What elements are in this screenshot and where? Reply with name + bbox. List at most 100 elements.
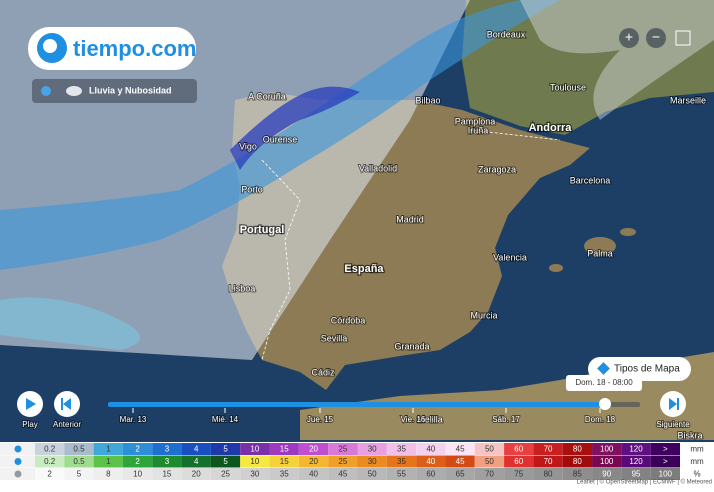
legend-cell <box>298 443 329 455</box>
legend-value: 55 <box>397 470 406 479</box>
timeline-knob[interactable] <box>599 398 611 410</box>
legend-cell <box>181 455 211 468</box>
timeline-progress[interactable] <box>108 402 605 407</box>
legend-value: 0.2 <box>44 445 56 454</box>
legend-cell <box>650 468 680 480</box>
legend-value: 2 <box>47 470 52 479</box>
legend-value: 20 <box>309 457 318 466</box>
border-portugal <box>261 159 301 361</box>
legend-cell <box>122 443 153 455</box>
timeline-days: Mar. 13 Mié. 14 Jue. 15 Vie. 16 Sáb. 17 Dom. … <box>119 408 617 425</box>
legend-value: 40 <box>309 470 318 479</box>
next-icon[interactable] <box>669 398 677 410</box>
zoom-out-label[interactable]: − <box>652 29 660 45</box>
legend-cell <box>533 468 563 480</box>
legend-cell <box>621 455 651 468</box>
legend-cell <box>35 468 65 480</box>
legend-value: 20 <box>192 470 201 479</box>
legend-cell <box>122 468 153 480</box>
legend-value: 70 <box>544 445 553 454</box>
previous-icon-bar[interactable] <box>61 398 63 410</box>
day-label: Sáb. 17 <box>492 415 520 424</box>
legend-value: 45 <box>456 445 465 454</box>
rain-band <box>0 0 560 270</box>
fullscreen-button[interactable] <box>675 30 691 46</box>
place-label: Palma <box>587 248 613 258</box>
legend-value: 15 <box>280 445 289 454</box>
next-icon-bar[interactable] <box>677 398 679 410</box>
legend-value: 75 <box>514 470 523 479</box>
place-label: Bilbao <box>415 95 440 105</box>
legend-value: 8 <box>106 470 111 479</box>
place-labels: Bordeaux Toulouse Marseille A Coruña Bilbao P… <box>228 28 707 441</box>
place-label: Valencia <box>493 252 527 262</box>
legend-value: 15 <box>162 470 171 479</box>
legend-row-icon <box>14 470 22 478</box>
previous-label[interactable]: Anterior <box>52 419 82 430</box>
country-label: España <box>344 263 384 275</box>
place-label: Bordeaux <box>487 29 526 39</box>
legend-value: 25 <box>221 470 230 479</box>
legend-cell <box>592 468 622 480</box>
legend-value: 0.2 <box>44 457 56 466</box>
legend-cell <box>240 443 270 455</box>
legend-cell <box>298 468 329 480</box>
legend-value: 80 <box>573 445 582 454</box>
legend-cell <box>621 468 651 480</box>
legend-value: 95 <box>632 470 641 479</box>
legend-cell <box>562 468 593 480</box>
legend-unit: mm <box>690 445 704 454</box>
legend-value: 35 <box>280 470 289 479</box>
legend-row-icon <box>14 445 22 453</box>
rain-core <box>230 86 360 170</box>
legend-cell <box>445 468 475 480</box>
legend-cell <box>328 455 358 468</box>
legend-value: 120 <box>629 457 643 466</box>
attribution: Leaflet | © OpenStreetMap | ECMWF | © Me… <box>577 479 712 486</box>
zoom-in-label[interactable]: + <box>625 29 633 45</box>
place-label: Marseille <box>670 95 706 105</box>
zoom-in-button[interactable] <box>619 28 639 48</box>
legend-cell <box>269 443 299 455</box>
legend-value: 0.5 <box>73 457 85 466</box>
play-icon[interactable] <box>26 398 36 410</box>
legend-cell <box>93 468 123 480</box>
legend-cell <box>122 455 153 468</box>
legend-cell <box>152 455 182 468</box>
place-label: Granada <box>394 341 429 351</box>
legend: 0.2 0.5 1 2 3 4 5 10 15 20 25 30 35 40 45 50 60 70 80 100 12… <box>0 443 704 480</box>
legend-cell <box>181 468 211 480</box>
island-mallorca <box>584 237 616 255</box>
legend-cell <box>474 455 505 468</box>
legend-value: 35 <box>397 445 406 454</box>
legend-value: 25 <box>338 445 347 454</box>
place-label: Biskra <box>677 430 702 440</box>
next-label[interactable]: Siguiente <box>655 419 691 430</box>
legend-value: 1 <box>106 457 111 466</box>
logo-box <box>28 27 196 70</box>
legend-cell <box>210 443 241 455</box>
place-label: Cádiz <box>311 367 335 377</box>
legend-value: 90 <box>602 470 611 479</box>
legend-cell <box>650 455 680 468</box>
legend-cell <box>152 443 182 455</box>
previous-icon[interactable] <box>63 398 71 410</box>
day-label: Dom. 18 <box>585 415 616 424</box>
legend-value: 100 <box>659 470 673 479</box>
legend-cell <box>35 455 65 468</box>
legend-value: 50 <box>485 457 494 466</box>
day-label: Jue. 15 <box>307 415 334 424</box>
legend-value: 2 <box>135 457 140 466</box>
legend-cell <box>562 443 593 455</box>
zoom-out-button[interactable] <box>646 28 666 48</box>
map-types-label[interactable]: Tipos de Mapa <box>614 364 680 375</box>
place-label: A Coruña <box>248 91 286 101</box>
border-pyrenees <box>469 129 561 141</box>
legend-cell <box>357 455 387 468</box>
place-label: Lisboa <box>229 283 256 293</box>
legend-cell <box>386 468 417 480</box>
legend-cell <box>504 443 534 455</box>
play-label[interactable]: Play <box>21 419 39 430</box>
legend-cell <box>210 455 241 468</box>
